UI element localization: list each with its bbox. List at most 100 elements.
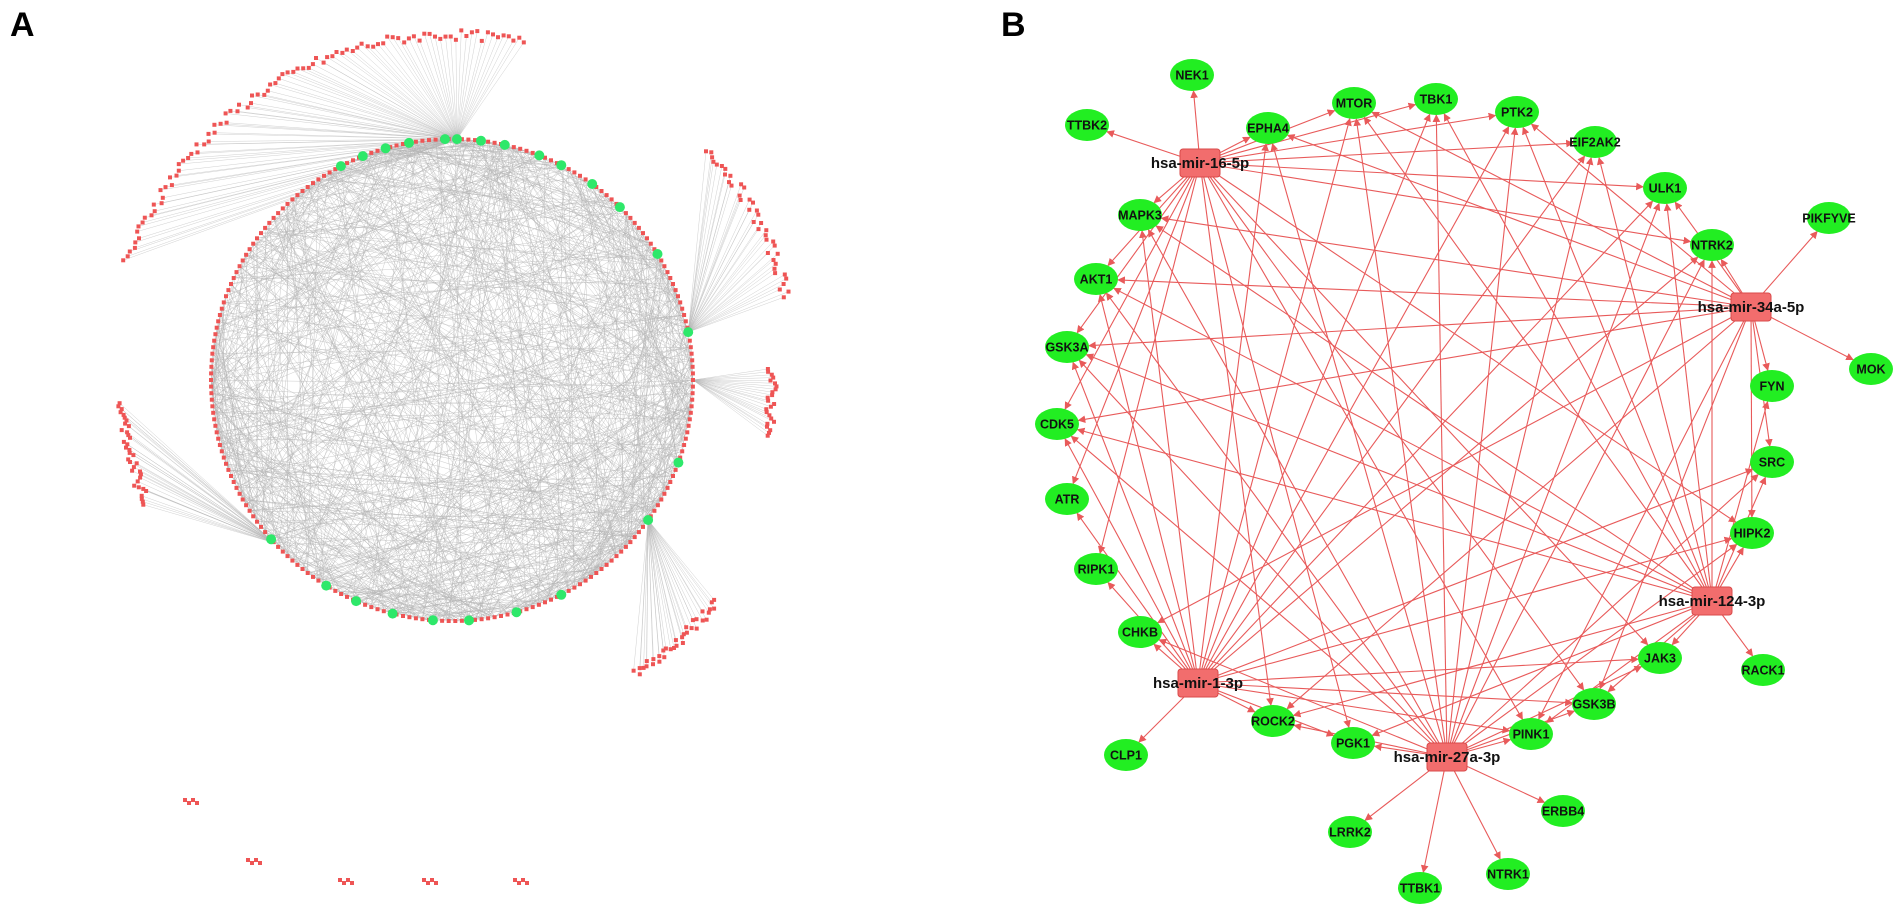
edge-m27-gsk3a [1078,359,1448,758]
edge-m27-tbk1 [1432,114,1448,758]
network-a-ring-node [413,139,418,144]
network-a-ring-node [209,384,214,389]
network-a-ring-node [536,602,541,607]
network-a-outer-node [355,45,360,50]
mirna-box [1426,742,1468,772]
edge-m27-jak3 [1446,666,1643,758]
network-a-outer-node [765,433,770,438]
network-a-ring-node [214,430,219,435]
edge-m1-clp1 [1138,682,1199,743]
gene-label: TTBK1 [1400,882,1440,896]
network-a-outer-node [133,240,138,245]
gene-ellipse [1045,483,1089,515]
network-a-ring-node [216,436,221,441]
mirna-box [1179,148,1221,178]
edge-m27-gsk3b [1446,709,1576,758]
network-a-outer-node [768,378,773,383]
network-a-nodes [116,28,791,885]
gene-label: NEK1 [1175,69,1208,83]
network-a-outer-node [138,475,143,480]
network-a-ring-node [683,319,688,324]
edge-m27-epha4 [1270,142,1448,758]
network-a-ring-node [271,215,276,220]
edge-m34-epha4 [1286,134,1752,308]
network-a-outer-node [661,648,666,653]
network-a-ring-node [652,508,657,513]
network-a-outer-node [438,36,443,41]
network-a-outer-node [138,472,143,477]
edge-m27-eif2ak2 [1446,157,1594,758]
edge-m34-chkb [1157,306,1752,624]
network-a-outer-node [766,398,771,403]
network-a-outer-node [772,419,776,424]
network-a-ring-node [375,607,380,612]
network-a-outer-node [479,38,484,43]
network-a-outer-node [754,208,759,213]
network-a-outer-node [138,469,142,474]
network-a-outer-node [250,861,254,865]
edge-m27-hipk2 [1446,543,1738,758]
network-a-outer-node [764,407,769,412]
network-a-ring-node [623,211,628,216]
network-a-ring-node [636,530,641,535]
network-a-outer-node [738,198,743,202]
network-a-outer-node [123,421,128,426]
gene-node-tbk1: TBK1 [1414,83,1458,115]
network-a-outer-node [464,34,469,38]
network-a-outer-node [273,81,278,86]
network-a-ring-node [276,211,281,216]
network-a-outer-node [773,271,778,276]
gene-label: RIPK1 [1078,563,1115,577]
gene-label: CDK5 [1040,418,1074,432]
edge-m124-tbk1 [1443,113,1713,602]
network-a-ring-node [363,602,368,607]
network-a-outer-node [723,172,727,177]
gene-label: HIPK2 [1734,527,1771,541]
network-a-outer-node [325,55,330,60]
network-a-ring-node [231,276,236,280]
network-a-outer-node [338,878,342,882]
edge-m1-akt1 [1097,293,1199,684]
network-a-outer-node [459,28,464,33]
gene-ellipse [1573,126,1617,158]
edge-m27-pgk1 [1373,743,1448,758]
gene-label: CLP1 [1110,749,1142,763]
network-a-overview [116,28,791,885]
network-a-outer-node [485,30,490,35]
network-a-ring-node [549,158,553,163]
network-a-hub-node [652,249,663,259]
network-a-outer-node [707,607,712,612]
edge-m16-gsk3a [1076,162,1201,334]
network-a-outer-node [218,121,223,126]
gene-ellipse [1414,83,1458,115]
network-a-ring-node [583,177,588,182]
network-a-outer-node [765,367,770,371]
gene-node-atr: ATR [1045,483,1089,515]
edge-m1-gsk3a [1071,361,1199,684]
edge-m124-akt1 [1113,287,1713,602]
network-a-outer-node [729,183,734,188]
network-a-outer-node [132,483,137,488]
network-a-ring-node [217,443,222,447]
network-a-outer-node [771,258,776,262]
network-a-outer-node [768,404,773,409]
edge-m27-ulk1 [1446,202,1661,758]
network-a-outer-node [402,40,407,45]
network-a-outer-node [689,626,694,631]
edge-m124-fyn [1711,400,1770,602]
network-a-outer-node [344,47,349,52]
edge-m124-cdk5 [1076,427,1713,602]
edge-m16-ttbk2 [1106,130,1201,164]
edge-m16-mtor [1199,109,1336,164]
network-a-ring-node [686,423,691,428]
edge-m1-gsk3b [1197,682,1573,707]
network-a-ring-node [632,535,637,540]
network-a-ring-node [305,571,310,575]
network-a-ring-node [589,574,593,579]
network-a-ring-node [285,554,290,559]
network-a-hub-node [404,137,414,148]
network-a-outer-node [767,430,771,435]
network-a-outer-node [422,878,426,882]
network-a-outer-node [176,168,181,173]
network-a-ring-node [524,148,529,153]
